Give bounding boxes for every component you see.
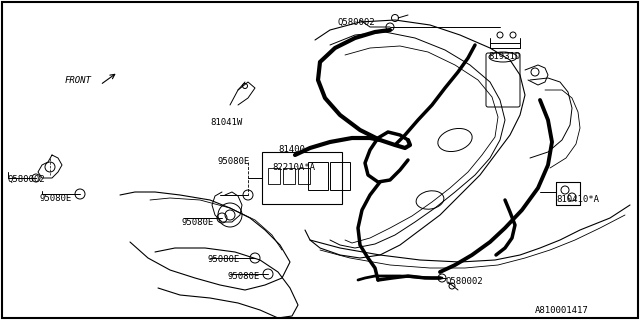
Text: A810001417: A810001417 <box>535 306 589 315</box>
Text: 81041W: 81041W <box>210 118 243 127</box>
Bar <box>330 162 350 190</box>
Text: FRONT: FRONT <box>65 76 92 85</box>
Text: 82210A*A: 82210A*A <box>272 163 315 172</box>
Bar <box>283 168 295 184</box>
Bar <box>262 152 342 204</box>
Text: 95080E: 95080E <box>208 255 240 264</box>
Text: 81931D: 81931D <box>488 52 520 61</box>
Text: Q580002: Q580002 <box>446 277 484 286</box>
Text: 95080E: 95080E <box>218 157 250 166</box>
Text: 81400: 81400 <box>278 145 305 154</box>
Text: 95080E: 95080E <box>228 272 260 281</box>
Bar <box>298 168 310 184</box>
Text: Q580002: Q580002 <box>338 18 376 27</box>
Text: Q580002: Q580002 <box>8 175 45 184</box>
Bar <box>268 168 280 184</box>
Text: 95080E: 95080E <box>182 218 214 227</box>
Bar <box>308 162 328 190</box>
Text: 810410*A: 810410*A <box>556 195 599 204</box>
Text: 95080E: 95080E <box>40 194 72 203</box>
